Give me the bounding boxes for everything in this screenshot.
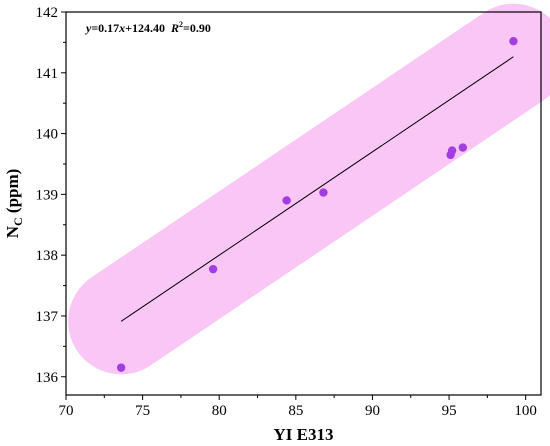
y-axis-title-main: N — [3, 225, 22, 238]
y-tick-label: 138 — [36, 248, 59, 264]
y-axis-title: NC (ppm) — [3, 169, 25, 239]
data-point — [458, 143, 468, 152]
y-axis-title-unit: (ppm) — [3, 169, 22, 218]
data-point — [319, 188, 328, 197]
equation-x: x — [118, 21, 125, 35]
y-tick-label: 137 — [36, 309, 59, 325]
data-point — [208, 264, 218, 274]
x-tick-label: 100 — [514, 403, 537, 419]
y-axis-ticks: 136 137 138 139 140 141 142 — [36, 5, 66, 386]
x-tick-label: 80 — [212, 403, 227, 419]
fit-line — [120, 56, 514, 322]
x-tick-label: 90 — [365, 403, 380, 419]
y-tick-label: 140 — [36, 127, 59, 143]
fit-line-layer — [120, 56, 514, 322]
data-point — [116, 363, 126, 372]
data-point — [509, 36, 518, 46]
plot-frame — [65, 11, 542, 396]
data-point — [447, 146, 457, 155]
x-tick-label: 70 — [59, 403, 74, 419]
equation-slope: =0.17 — [91, 21, 119, 35]
x-axis-ticks: 70 75 80 85 90 95 100 — [59, 395, 537, 419]
x-tick-label: 85 — [288, 403, 303, 419]
equation-r: R — [170, 21, 179, 35]
data-point — [282, 196, 291, 205]
y-tick-label: 142 — [36, 5, 59, 21]
equation-r-value: =0.90 — [183, 21, 211, 35]
equation-intercept: +124.40 — [125, 21, 171, 35]
x-tick-label: 95 — [442, 403, 457, 419]
equation-r-superscript: 2 — [179, 20, 183, 29]
y-axis-title-subscript: C — [11, 217, 25, 226]
y-tick-label: 136 — [36, 370, 59, 386]
regression-equation: y=0.17x+124.40 R2=0.90 — [84, 20, 211, 35]
equation-y: y — [84, 21, 92, 35]
x-axis-title: YI E313 — [274, 425, 334, 444]
data-points-layer — [116, 36, 518, 372]
y-tick-label: 139 — [36, 187, 59, 203]
x-tick-label: 75 — [135, 403, 150, 419]
y-tick-label: 141 — [36, 66, 59, 82]
